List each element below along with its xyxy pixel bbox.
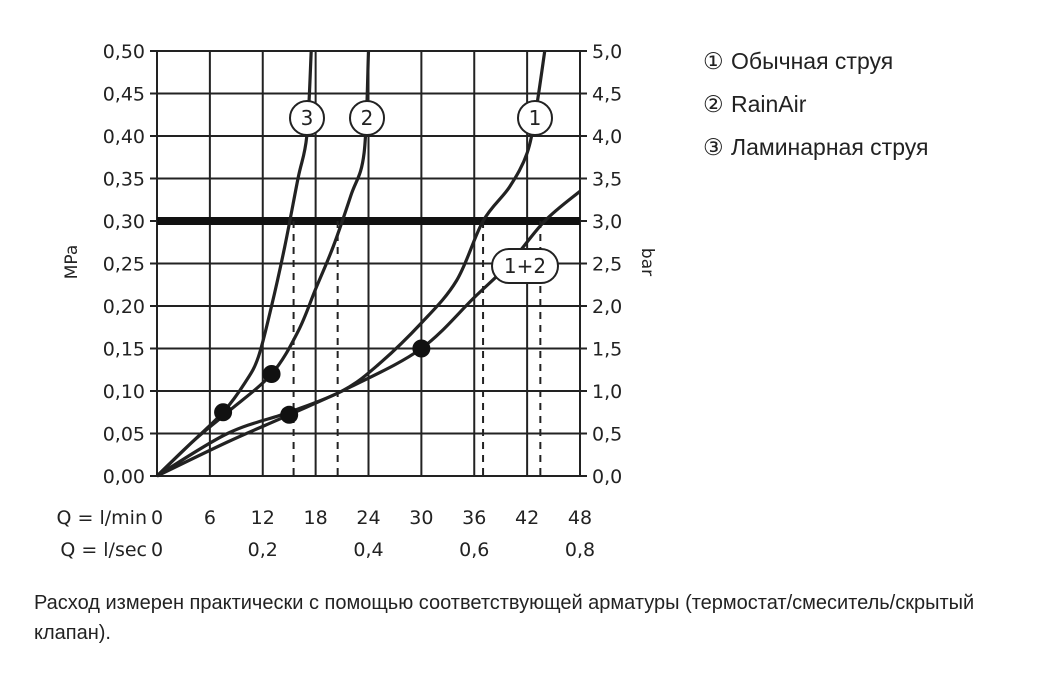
x-lmin-tick-label: 36 [462, 507, 486, 529]
curve-label-text: 3 [301, 106, 314, 130]
y-left-tick-label: 0,10 [103, 381, 145, 403]
x-lmin-tick-label: 24 [356, 507, 380, 529]
y-right-tick-label: 4,5 [592, 84, 622, 106]
y-right-tick-label: 0,0 [592, 466, 622, 488]
curve-label-badge [289, 100, 325, 136]
y-left-tick-label: 0,20 [103, 296, 145, 318]
legend-item-2: ② RainAir [703, 87, 928, 130]
legend-marker-3: ③ [703, 134, 724, 160]
x-lmin-tick-label: 30 [409, 507, 433, 529]
curve-marker [214, 403, 233, 422]
legend-label-2: RainAir [731, 91, 807, 117]
curve-label-text: 1 [529, 106, 542, 130]
curve-label-text: 1+2 [504, 254, 546, 278]
y-right-tick-label: 2,0 [592, 296, 622, 318]
y-left-tick-label: 0,15 [103, 339, 145, 361]
x-lsec-tick-label: 0,6 [459, 539, 489, 561]
y-left-tick-label: 0,25 [103, 254, 145, 276]
x-lsec-tick-label: 0,8 [565, 539, 595, 561]
x-lsec-tick-label: 0 [151, 539, 163, 561]
legend-item-1: ① Обычная струя [703, 44, 928, 87]
legend-item-3: ③ Ламинарная струя [703, 130, 928, 173]
curve-marker [412, 339, 431, 358]
y-left-tick-label: 0,35 [103, 169, 145, 191]
x-lsec-tick-label: 0,4 [353, 539, 383, 561]
y-right-tick-label: 3,0 [592, 211, 622, 233]
y-left-axis-title: MPa [62, 245, 82, 280]
y-left-tick-label: 0,05 [103, 424, 145, 446]
y-right-tick-label: 5,0 [592, 41, 622, 63]
x-lmin-tick-label: 6 [204, 507, 216, 529]
curve-labels: 3 2 1 1+2 [289, 100, 559, 284]
legend-marker-2: ② [703, 91, 724, 117]
legend: ① Обычная струя ② RainAir ③ Ламинарная стру… [703, 44, 928, 173]
y-right-tick-label: 0,5 [592, 424, 622, 446]
curve-2 [155, 50, 371, 478]
footnote: Расход измерен практически с помощью соо… [34, 592, 975, 644]
x-axis-lsec-title: Q = l/sec [60, 539, 147, 561]
x-lmin-tick-label: 48 [568, 507, 592, 529]
y-left-tick-label: 0,45 [103, 84, 145, 106]
curve-label-badge [491, 248, 559, 284]
y-right-tick-label: 1,5 [592, 339, 622, 361]
legend-label-3: Ламинарная струя [731, 134, 929, 160]
x-lmin-tick-label: 18 [304, 507, 328, 529]
curve-1 [156, 50, 547, 478]
x-lmin-tick-label: 42 [515, 507, 539, 529]
y-right-tick-label: 3,5 [592, 169, 622, 191]
y-right-tick-label: 4,0 [592, 126, 622, 148]
y-left-tick-label: 0,00 [103, 466, 145, 488]
x-axis-lmin-title: Q = l/min [57, 507, 147, 529]
curve-marker [262, 365, 281, 383]
curve-label-text: 2 [361, 106, 374, 130]
curve-markers [214, 339, 431, 424]
x-lmin-tick-label: 0 [151, 507, 163, 529]
x-lsec-tick-label: 0,2 [248, 539, 278, 561]
y-right-axis-title: bar [637, 248, 657, 276]
curve-label-badge [517, 100, 553, 136]
x-lmin-tick-label: 12 [251, 507, 275, 529]
legend-marker-1: ① [703, 48, 724, 74]
y-right-tick-label: 2,5 [592, 254, 622, 276]
y-right-tick-label: 1,0 [592, 381, 622, 403]
axes: MPa bar Q = l/min Q = l/sec 0,000,050,10… [57, 41, 657, 561]
y-left-tick-label: 0,50 [103, 41, 145, 63]
y-left-tick-label: 0,30 [103, 211, 145, 233]
y-left-tick-label: 0,40 [103, 126, 145, 148]
curve-marker [280, 405, 299, 424]
curve-label-badge [349, 100, 385, 136]
legend-label-1: Обычная струя [731, 48, 894, 74]
